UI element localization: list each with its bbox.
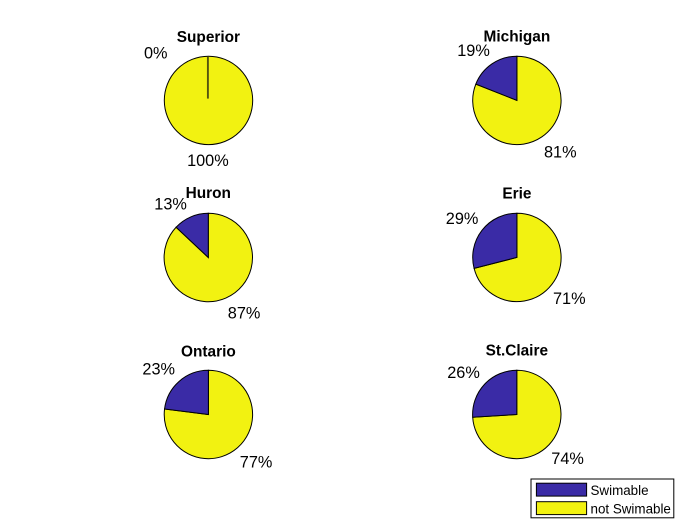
svg-text:Swimable: Swimable <box>591 483 649 498</box>
svg-text:23%: 23% <box>142 361 175 379</box>
svg-text:19%: 19% <box>457 42 490 60</box>
svg-text:26%: 26% <box>447 364 480 382</box>
svg-text:74%: 74% <box>551 450 584 468</box>
svg-text:71%: 71% <box>553 290 586 308</box>
svg-text:Erie: Erie <box>502 186 532 203</box>
svg-text:not Swimable: not Swimable <box>591 502 671 517</box>
svg-text:100%: 100% <box>187 152 229 170</box>
svg-text:Huron: Huron <box>186 185 231 202</box>
svg-text:Michigan: Michigan <box>484 29 551 46</box>
svg-text:29%: 29% <box>446 210 479 228</box>
svg-text:Ontario: Ontario <box>181 343 236 360</box>
svg-text:0%: 0% <box>144 44 168 62</box>
svg-text:Superior: Superior <box>177 29 240 46</box>
svg-text:81%: 81% <box>544 144 577 162</box>
svg-text:77%: 77% <box>240 454 273 472</box>
svg-text:St.Claire: St.Claire <box>486 343 549 360</box>
svg-text:13%: 13% <box>154 196 187 214</box>
svg-text:87%: 87% <box>228 305 261 323</box>
